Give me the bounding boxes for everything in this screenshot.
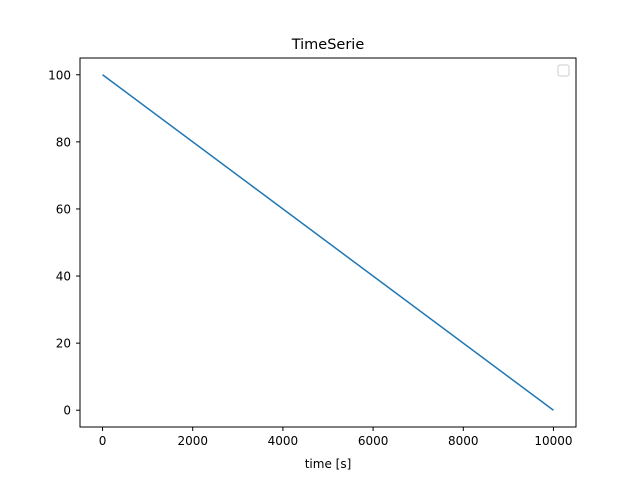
series-line-0 bbox=[102, 74, 554, 411]
y-tick-label: 40 bbox=[56, 270, 71, 284]
plot-area bbox=[102, 74, 554, 411]
legend-box bbox=[557, 64, 570, 77]
x-tick-label: 0 bbox=[99, 434, 107, 448]
y-tick-label: 100 bbox=[48, 68, 71, 82]
x-axis: 0 2000 4000 6000 8000 10000 bbox=[99, 427, 573, 448]
x-tick-label: 10000 bbox=[534, 434, 572, 448]
x-tick-label: 4000 bbox=[268, 434, 299, 448]
chart-title: TimeSerie bbox=[291, 37, 365, 53]
y-tick-label: 20 bbox=[56, 337, 71, 351]
y-axis: 0 20 40 60 80 100 bbox=[48, 68, 80, 418]
x-tick-label: 6000 bbox=[358, 434, 389, 448]
y-tick-label: 60 bbox=[56, 202, 71, 216]
x-axis-label: time [s] bbox=[305, 457, 352, 471]
axes-frame bbox=[79, 57, 577, 428]
y-tick-label: 0 bbox=[63, 404, 71, 418]
y-tick-label: 80 bbox=[56, 135, 71, 149]
x-tick-label: 2000 bbox=[177, 434, 208, 448]
x-tick-label: 8000 bbox=[448, 434, 479, 448]
